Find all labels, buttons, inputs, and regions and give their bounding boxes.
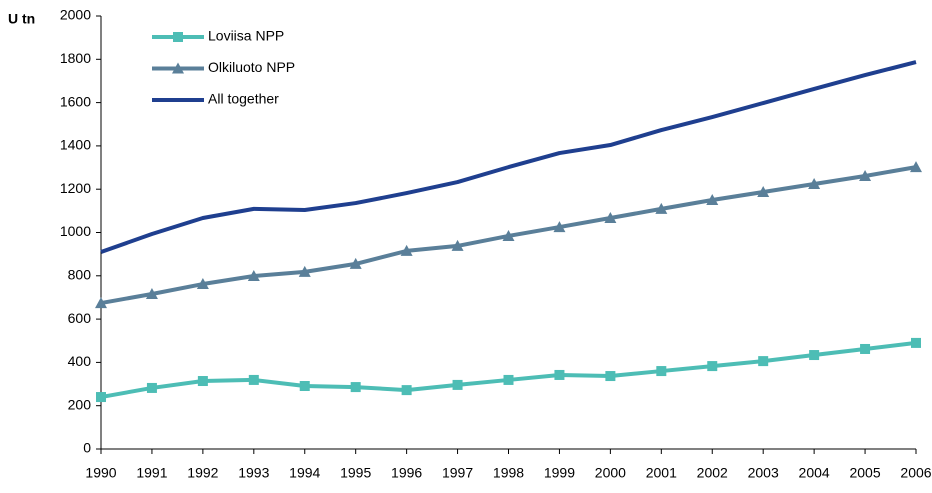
y-tick-label: 2000: [60, 7, 91, 23]
y-tick-label: 400: [68, 353, 92, 369]
legend-label: Olkiluoto NPP: [208, 59, 295, 75]
marker: [298, 265, 311, 277]
y-tick-label: 1200: [60, 180, 91, 196]
y-axis-label: U tn: [8, 11, 35, 27]
x-tick-label: 2004: [799, 465, 830, 481]
y-tick-label: 1400: [60, 137, 91, 153]
marker: [350, 382, 361, 393]
x-tick-label: 1997: [442, 465, 473, 481]
marker: [145, 287, 158, 299]
marker: [451, 239, 464, 251]
x-tick-label: 2006: [900, 465, 931, 481]
marker: [706, 194, 719, 206]
marker: [554, 369, 565, 380]
marker: [452, 379, 463, 390]
y-tick-label: 0: [83, 440, 91, 456]
x-tick-label: 2001: [646, 465, 677, 481]
marker: [859, 169, 872, 181]
marker: [757, 186, 770, 198]
y-tick-label: 800: [68, 267, 92, 283]
marker: [503, 374, 514, 385]
x-tick-label: 1995: [340, 465, 371, 481]
series-line: [100, 60, 917, 254]
x-tick-label: 1994: [289, 465, 320, 481]
marker: [808, 178, 821, 190]
marker: [173, 32, 183, 42]
y-tick-label: 1000: [60, 223, 91, 239]
marker: [604, 211, 617, 223]
marker: [196, 278, 209, 290]
x-tick-label: 1992: [187, 465, 218, 481]
marker: [401, 385, 412, 396]
x-tick-label: 1991: [136, 465, 167, 481]
marker: [911, 337, 921, 348]
y-tick-label: 600: [68, 310, 92, 326]
marker: [910, 161, 922, 173]
marker: [860, 343, 871, 354]
x-tick-label: 1999: [544, 465, 575, 481]
x-tick-label: 2000: [595, 465, 626, 481]
marker: [605, 371, 616, 382]
x-tick-label: 1996: [391, 465, 422, 481]
marker: [299, 380, 310, 391]
series-line: [100, 340, 917, 400]
marker: [247, 270, 260, 282]
y-tick-label: 200: [68, 396, 92, 412]
marker: [655, 202, 668, 214]
legend-label: All together: [208, 91, 279, 107]
x-tick-label: 1998: [493, 465, 524, 481]
x-tick-label: 2002: [697, 465, 728, 481]
y-tick-label: 1800: [60, 50, 91, 66]
marker: [172, 62, 184, 74]
marker: [95, 297, 107, 309]
marker: [349, 257, 362, 269]
marker: [146, 382, 157, 393]
marker: [707, 361, 718, 372]
x-tick-label: 2005: [849, 465, 880, 481]
x-tick-label: 1993: [238, 465, 269, 481]
x-tick-label: 2003: [748, 465, 779, 481]
marker: [197, 376, 208, 387]
legend-label: Loviisa NPP: [208, 28, 284, 44]
marker: [553, 221, 566, 233]
marker: [248, 374, 259, 385]
y-tick-label: 1600: [60, 93, 91, 109]
marker: [400, 244, 413, 256]
x-tick-label: 1990: [85, 465, 116, 481]
marker: [656, 366, 667, 377]
marker: [809, 350, 820, 361]
marker: [502, 229, 515, 241]
marker: [758, 356, 769, 367]
marker: [96, 392, 106, 403]
